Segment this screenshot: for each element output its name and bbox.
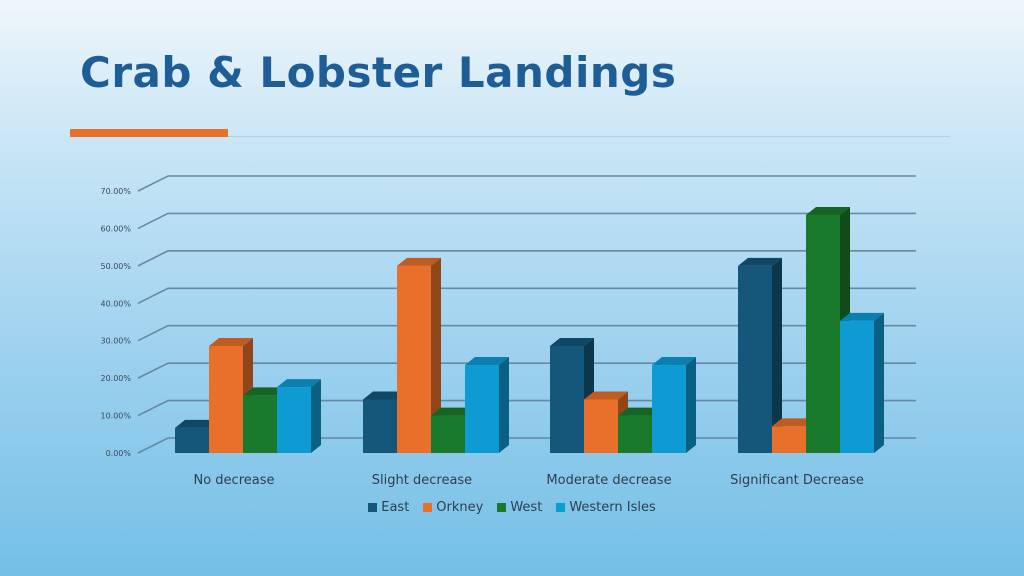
y-tick-label: 70.00% [100, 187, 131, 196]
bar-top [652, 357, 696, 366]
category-label: Slight decrease [372, 473, 472, 488]
bar-top [806, 206, 850, 215]
gridline [137, 250, 916, 267]
bar-top [618, 407, 662, 416]
bar-front [175, 427, 209, 453]
legend-item: Western Isles [556, 500, 656, 515]
y-tick-label: 10.00% [100, 412, 131, 421]
bar-front [277, 387, 311, 453]
gridline [137, 212, 916, 230]
category-label: No decrease [193, 473, 274, 488]
y-tick-label: 40.00% [100, 299, 131, 308]
bar-top [363, 391, 407, 400]
bar-top [465, 357, 509, 366]
legend-swatch [556, 503, 566, 512]
bar-side [431, 257, 441, 453]
bar [277, 379, 321, 453]
legend-item: West [497, 500, 542, 515]
chart-legend: East Orkney West Western Isles [0, 500, 1024, 515]
y-tick-label: 50.00% [100, 262, 131, 271]
bar-top [584, 391, 628, 400]
bar-front [618, 415, 652, 453]
legend-label: Orkney [436, 500, 484, 515]
legend-label: West [510, 500, 543, 515]
bar-front [806, 214, 840, 453]
bar [652, 357, 696, 453]
bar-top [431, 407, 475, 416]
bar-top [175, 419, 219, 428]
y-tick-label: 20.00% [100, 374, 131, 383]
bar [840, 312, 884, 453]
bar-side [874, 312, 884, 453]
bar-top [243, 387, 287, 396]
category-label: Moderate decrease [546, 473, 671, 488]
bar-top [277, 379, 321, 388]
legend-swatch [497, 503, 507, 512]
title-accent-bar [70, 129, 228, 137]
bar-front [431, 415, 465, 453]
bar-front [840, 320, 874, 453]
bar-front [363, 399, 397, 453]
bar-front [243, 395, 277, 453]
bar-top [840, 312, 884, 321]
bar [550, 337, 594, 453]
legend-item: East [368, 500, 409, 515]
title-divider [228, 136, 950, 137]
bar [738, 257, 782, 453]
legend-label: East [381, 500, 410, 515]
bar-top [397, 257, 441, 266]
bar [465, 357, 509, 453]
bar-front [772, 426, 806, 453]
bar-front [465, 365, 499, 453]
bar-front [652, 365, 686, 453]
chart-bars [175, 206, 884, 453]
bar-top [772, 418, 816, 427]
legend-item: Orkney [423, 500, 483, 515]
bar-front [209, 345, 243, 453]
bar-side [686, 357, 696, 453]
bar-front [738, 265, 772, 453]
bar-top [209, 337, 253, 346]
y-tick-label: 30.00% [100, 337, 131, 346]
bar-front [584, 399, 618, 453]
bar-side [772, 257, 782, 453]
legend-label: Western Isles [569, 500, 656, 515]
bar-front [550, 345, 584, 453]
category-label: Significant Decrease [730, 473, 864, 488]
page-title: Crab & Lobster Landings [80, 48, 677, 97]
legend-swatch [368, 503, 378, 512]
gridline [137, 362, 916, 379]
bar-side [499, 357, 509, 453]
bar-side [311, 379, 321, 453]
gridline [137, 175, 916, 192]
y-axis-tick-labels: 0.00% 10.00% 20.00% 30.00% 40.00% 50.00% 60.00… [100, 187, 131, 458]
y-tick-label: 0.00% [106, 449, 132, 458]
bar-top [738, 257, 782, 266]
category-labels: No decrease Slight decrease Moderate decre… [193, 473, 863, 488]
bar-top [550, 337, 594, 346]
bar [397, 257, 441, 453]
gridline [137, 324, 916, 342]
gridline [137, 287, 916, 305]
y-tick-label: 60.00% [100, 224, 131, 233]
legend-swatch [423, 503, 433, 512]
bar-front [397, 265, 431, 453]
